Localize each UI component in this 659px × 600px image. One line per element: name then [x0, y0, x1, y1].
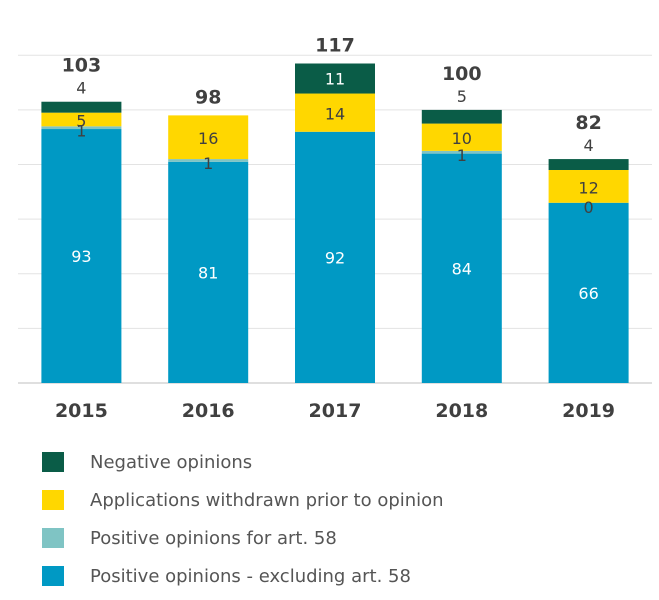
stacked-bar-chart: 9315410320158111698201692141111720178411… [18, 35, 652, 422]
data-label-withdrawn-2016: 16 [198, 129, 218, 148]
data-label-withdrawn-2019: 12 [578, 178, 598, 197]
category-label-2019: 2019 [562, 400, 615, 422]
data-label-art58-2018: 1 [457, 146, 467, 165]
category-label-2015: 2015 [55, 400, 108, 422]
data-label-withdrawn-2015: 5 [76, 111, 86, 130]
data-label-positive-2017: 92 [325, 248, 345, 267]
category-label-2016: 2016 [182, 400, 235, 422]
data-label-art58-2019: 0 [584, 198, 594, 217]
data-label-positive-2018: 84 [452, 259, 472, 278]
legend-swatch-positive [42, 566, 64, 586]
total-label-2015: 103 [62, 55, 102, 77]
bar-segment-negative-2018 [421, 109, 502, 124]
data-label-art58-2015: 1 [76, 121, 86, 140]
bar-segment-positive-2018 [421, 153, 502, 383]
legend-label-negative: Negative opinions [90, 452, 253, 473]
legend-swatch-withdrawn [42, 490, 64, 510]
data-label-negative-2015: 4 [76, 79, 86, 98]
data-label-negative-2019: 4 [584, 136, 594, 155]
bar-segment-positive-2015 [41, 129, 122, 383]
data-label-negative-2018: 5 [457, 87, 467, 106]
legend-swatch-art58 [42, 528, 64, 548]
bar-segment-negative-2019 [548, 159, 629, 170]
total-label-2018: 100 [442, 63, 482, 85]
bar-segment-withdrawn-2015 [41, 112, 122, 127]
total-label-2016: 98 [195, 86, 221, 108]
bar-segment-art58-2018 [421, 150, 502, 154]
bar-segment-withdrawn-2016 [168, 115, 249, 160]
bar-segment-art58-2015 [41, 126, 122, 130]
bar-segment-negative-2017 [295, 63, 375, 94]
data-label-positive-2015: 93 [71, 247, 91, 266]
total-label-2019: 82 [575, 112, 601, 134]
bar-segment-positive-2019 [548, 202, 629, 383]
legend-label-withdrawn: Applications withdrawn prior to opinion [90, 490, 444, 511]
legend-swatch-negative [42, 452, 64, 472]
legend-label-positive: Positive opinions - excluding art. 58 [90, 566, 411, 587]
bar-segment-negative-2015 [41, 101, 122, 113]
bar-segment-withdrawn-2017 [295, 93, 375, 132]
data-label-positive-2016: 81 [198, 263, 218, 282]
data-label-positive-2019: 66 [578, 284, 598, 303]
bar-segment-positive-2016 [168, 161, 249, 383]
data-label-withdrawn-2018: 10 [452, 129, 472, 148]
bar-segment-withdrawn-2019 [548, 170, 629, 203]
data-label-withdrawn-2017: 14 [325, 105, 345, 124]
category-label-2017: 2017 [309, 400, 362, 422]
data-label-art58-2016: 1 [203, 154, 213, 173]
bar-segment-withdrawn-2018 [421, 123, 502, 151]
category-label-2018: 2018 [435, 400, 488, 422]
legend-label-art58: Positive opinions for art. 58 [90, 528, 337, 549]
total-label-2017: 117 [315, 35, 355, 57]
data-label-negative-2017: 11 [325, 70, 345, 89]
bar-segment-art58-2016 [168, 159, 249, 162]
bar-segment-positive-2017 [295, 131, 375, 383]
